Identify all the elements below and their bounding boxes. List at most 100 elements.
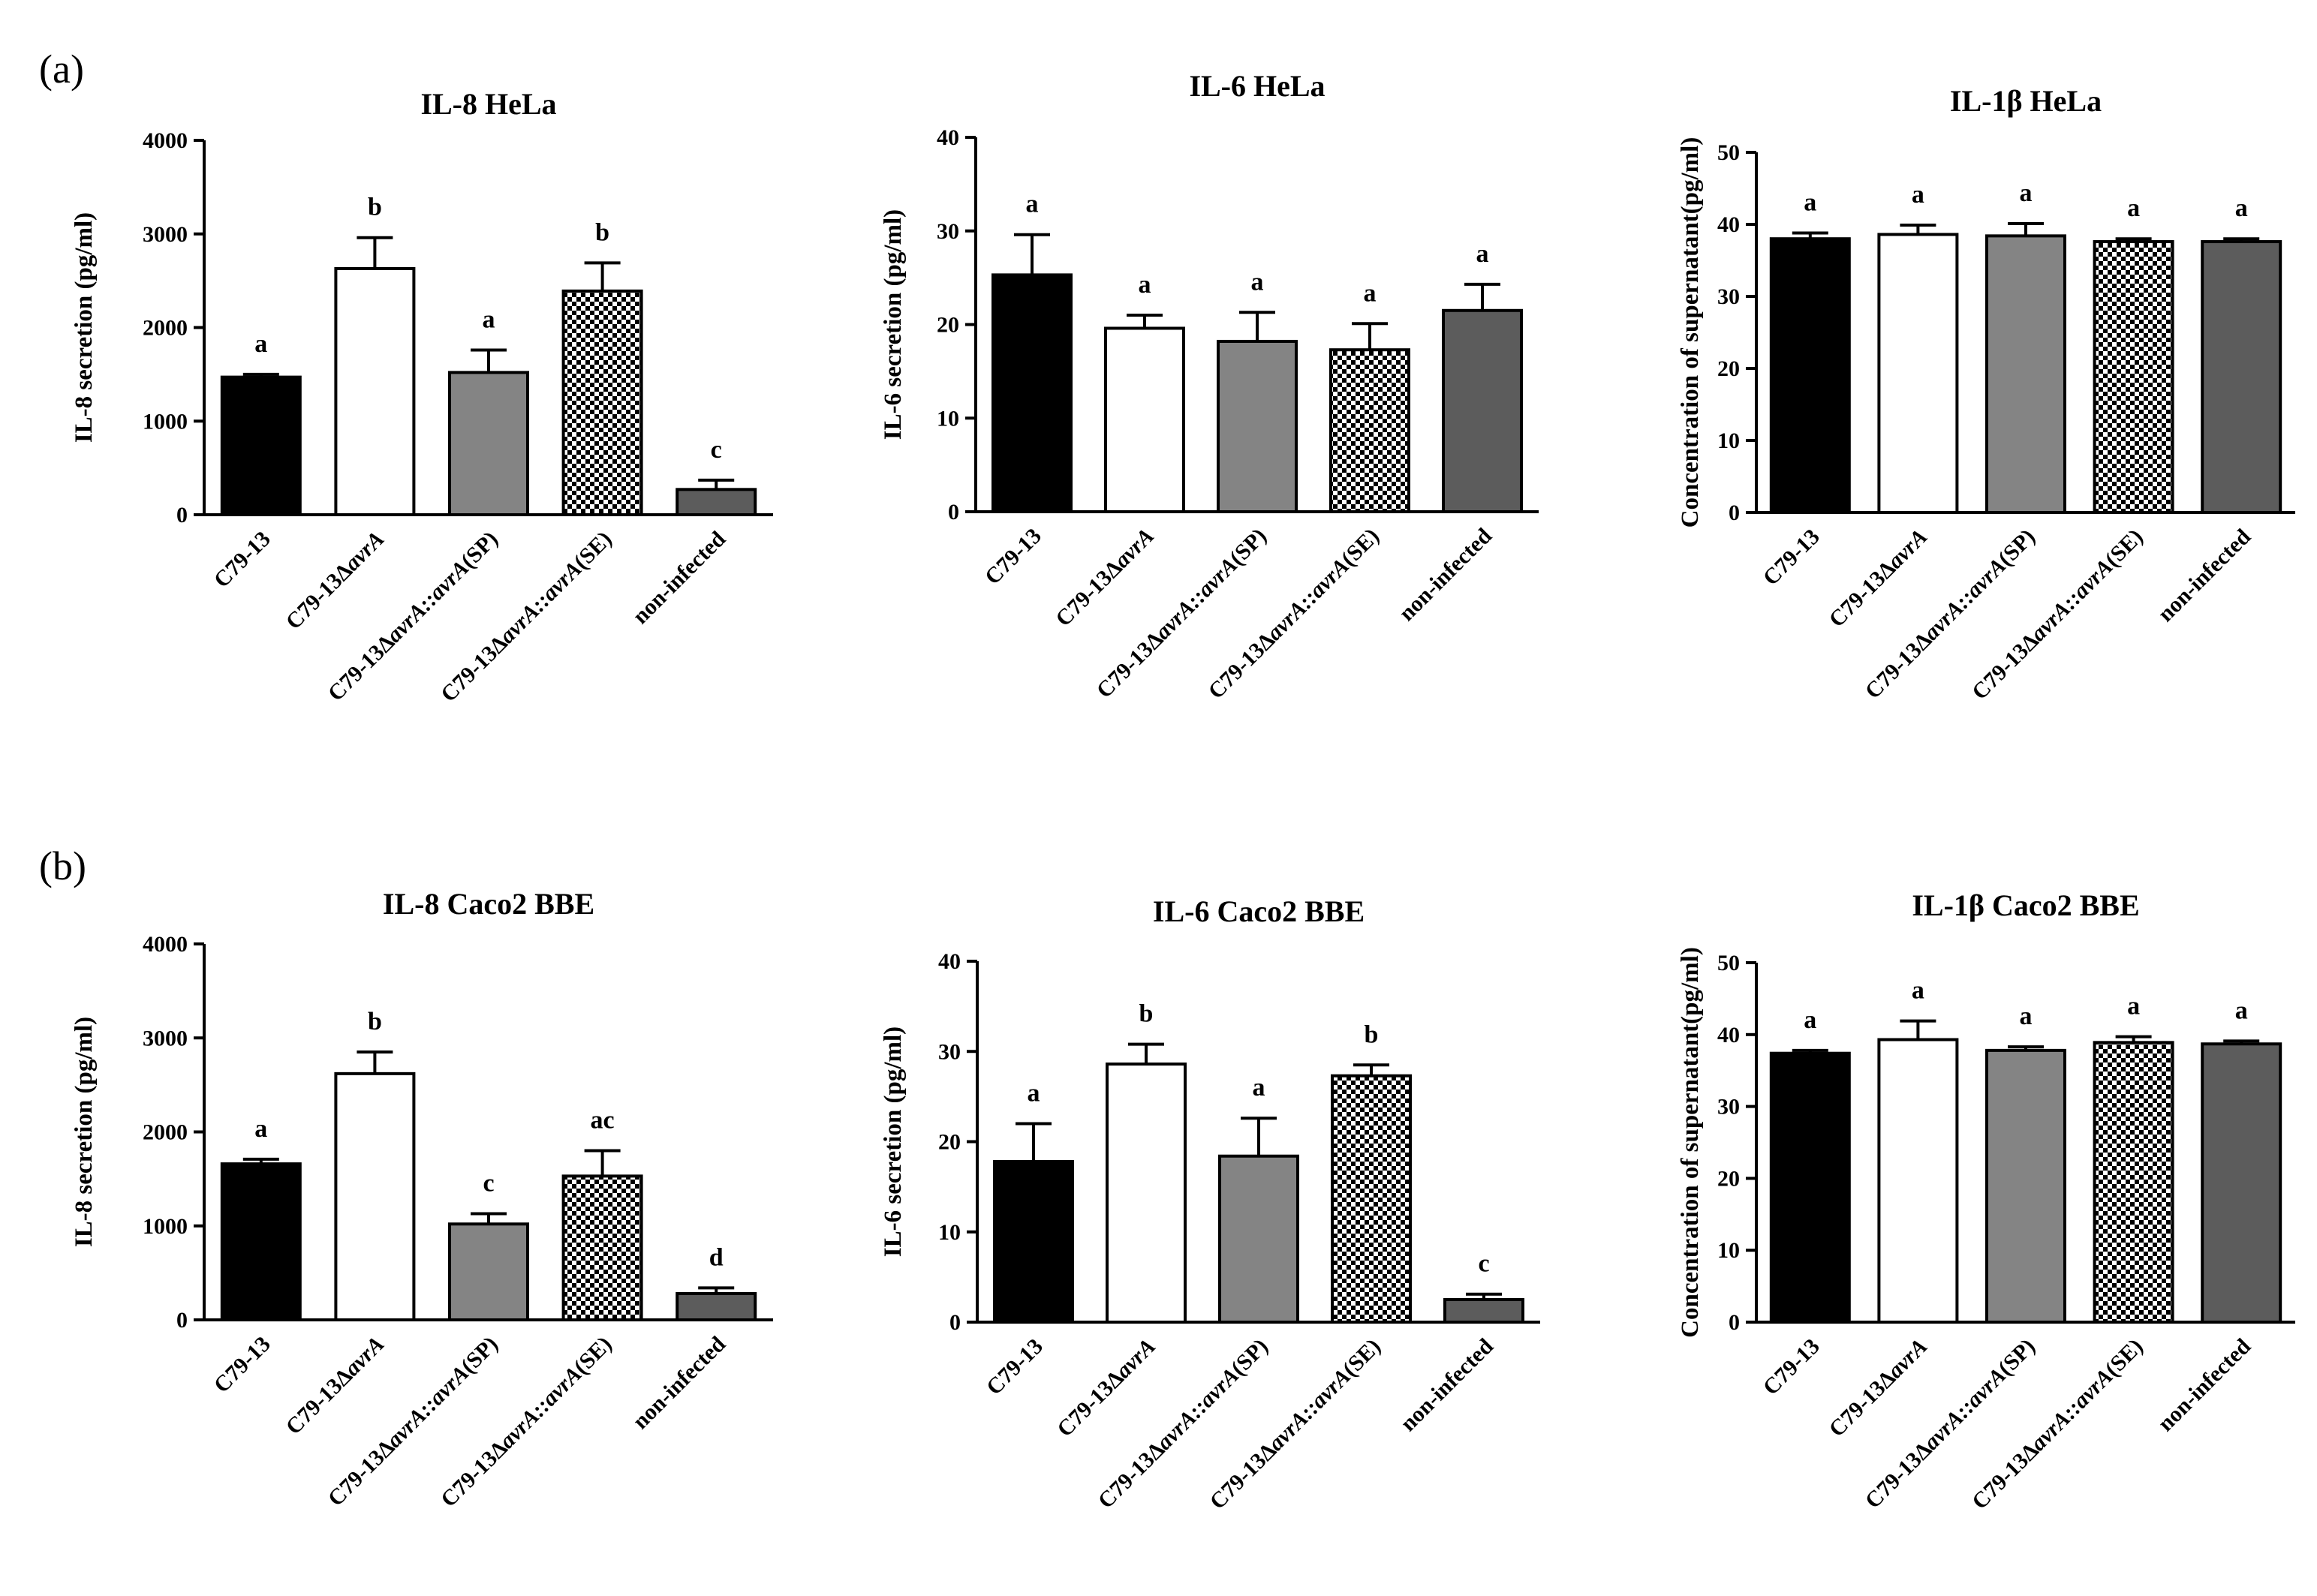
- category-label-part: C79-13Δ: [1052, 1366, 1129, 1442]
- bar-4: [561, 1174, 643, 1322]
- y-tick-label: 0: [1729, 1310, 1740, 1335]
- significance-letter-1: a: [1026, 191, 1039, 218]
- category-label-part: C79-13Δ: [1205, 1438, 1281, 1515]
- y-tick-label: 20: [1717, 356, 1740, 381]
- category-label-part: avrA::avrA: [1262, 554, 1354, 645]
- category-label-part: C79-13: [980, 524, 1046, 590]
- significance-letter-5: d: [709, 1243, 724, 1271]
- y-tick-label: 2000: [143, 316, 188, 341]
- significance-letter-3: c: [483, 1169, 494, 1197]
- y-tick-label: 20: [1717, 1166, 1740, 1191]
- y-tick-label: 10: [937, 406, 959, 431]
- y-tick-label: 30: [1717, 284, 1740, 309]
- category-label-part: non-infected: [628, 1331, 731, 1434]
- x-category-label-5: non-infected: [2153, 1333, 2256, 1436]
- x-category-label-1: C79-13: [209, 527, 275, 593]
- significance-letter-5: a: [2235, 194, 2248, 222]
- y-tick-label: 0: [948, 500, 959, 524]
- significance-letter-2: a: [1139, 271, 1151, 299]
- bar-4: [2093, 1041, 2174, 1324]
- y-tick-label: 50: [1717, 140, 1740, 165]
- panel-label-b: (b): [39, 843, 86, 888]
- x-category-label-2: C79-13ΔavrA: [281, 527, 389, 635]
- y-tick-label: 10: [1717, 1238, 1740, 1263]
- category-label-part: C79-13Δ: [1824, 1366, 1900, 1442]
- bar-2: [1877, 1038, 1959, 1324]
- chart-2: IL-6 HeLa IL-6 secretion (pg/ml) 0 10 20 30 40…: [880, 69, 1539, 704]
- x-category-label-5: non-infected: [1395, 1333, 1498, 1436]
- category-label-part: C79-13Δ: [281, 1363, 357, 1440]
- x-category-label-1: C79-13: [1759, 1334, 1825, 1400]
- y-tick-label: 4000: [143, 932, 188, 957]
- y-tick-label: 4000: [143, 128, 188, 153]
- y-tick-label: 20: [938, 1130, 961, 1155]
- bar-2: [334, 266, 416, 516]
- bar-1: [220, 375, 302, 516]
- significance-letter-2: b: [1139, 1000, 1154, 1028]
- significance-letter-5: c: [1478, 1250, 1489, 1278]
- bar-5: [676, 1291, 757, 1322]
- category-label-part: C79-13: [209, 527, 275, 593]
- significance-letter-1: a: [1804, 189, 1816, 217]
- y-tick-label: 30: [937, 219, 959, 244]
- y-tick-label: 10: [938, 1220, 961, 1245]
- bar-5: [676, 488, 757, 517]
- x-category-label-2: C79-13ΔavrA: [1824, 1334, 1932, 1442]
- y-axis-label: IL-6 secretion (pg/ml): [880, 209, 907, 440]
- bar-1: [991, 273, 1073, 513]
- bar-5: [2201, 240, 2282, 514]
- bar-1: [993, 1159, 1074, 1324]
- significance-letter-2: b: [368, 1008, 382, 1035]
- bar-5: [1443, 1297, 1524, 1324]
- category-label-part: avrA::avrA: [1152, 1363, 1244, 1455]
- chart-title: IL-1β HeLa: [1950, 84, 2102, 118]
- bar-2: [1877, 233, 1959, 514]
- y-tick-label: 50: [1717, 951, 1740, 975]
- significance-letter-5: a: [1476, 240, 1489, 268]
- y-axis-label: Concentration of supernatant(pg/ml): [1677, 947, 1704, 1338]
- category-label-part: avrA::avrA: [1919, 554, 2011, 645]
- bar-3: [1985, 234, 2066, 514]
- significance-letter-4: ac: [591, 1107, 615, 1135]
- bar-1: [1769, 1051, 1851, 1324]
- significance-letter-5: c: [711, 436, 722, 464]
- bar-4: [561, 289, 643, 516]
- significance-letter-1: a: [254, 330, 267, 358]
- significance-letter-4: b: [1365, 1020, 1379, 1048]
- significance-letter-4: a: [1364, 279, 1377, 307]
- bar-3: [1218, 1154, 1299, 1324]
- category-label-part: C79-13Δ: [1824, 556, 1900, 633]
- bar-4: [1329, 348, 1410, 513]
- y-tick-label: 0: [949, 1310, 961, 1335]
- x-category-label-2: C79-13ΔavrA: [281, 1332, 389, 1440]
- category-label-part: avrA::avrA: [382, 556, 474, 648]
- y-tick-label: 3000: [143, 1026, 188, 1050]
- category-label-part: non-infected: [1395, 1333, 1498, 1436]
- bar-3: [1217, 339, 1298, 513]
- category-label-part: C79-13Δ: [1861, 1437, 1937, 1513]
- chart-3: IL-1β HeLa Concentration of supernatant(p…: [1677, 84, 2295, 705]
- significance-letter-3: a: [1253, 1074, 1265, 1102]
- x-category-label-5: non-infected: [1394, 523, 1497, 626]
- y-axis-label: IL-8 secretion (pg/ml): [71, 1017, 98, 1247]
- y-tick-label: 3000: [143, 222, 188, 247]
- y-tick-label: 20: [937, 313, 959, 338]
- y-tick-label: 30: [938, 1039, 961, 1064]
- category-label-part: avrA::avrA: [1151, 553, 1242, 645]
- category-label-part: non-infected: [2153, 1333, 2256, 1436]
- chart-5: IL-6 Caco2 BBE IL-6 secretion (pg/ml) 0 10 2…: [880, 894, 1540, 1514]
- x-category-label-1: C79-13: [982, 1334, 1048, 1400]
- x-category-label-2: C79-13ΔavrA: [1052, 1334, 1160, 1442]
- y-tick-label: 0: [176, 503, 188, 527]
- bar-1: [1769, 237, 1851, 514]
- y-axis-label: IL-8 secretion (pg/ml): [71, 212, 98, 443]
- bar-1: [220, 1162, 302, 1321]
- y-tick-label: 10: [1717, 428, 1740, 453]
- significance-letter-1: a: [254, 1115, 267, 1143]
- chart-1: IL-8 HeLa IL-8 secretion (pg/ml) 0 1000 2000…: [71, 87, 773, 707]
- significance-letter-1: a: [1804, 1006, 1816, 1034]
- category-label-part: C79-13Δ: [281, 558, 357, 635]
- panel-label-a: (a): [39, 47, 84, 92]
- significance-letter-3: a: [2020, 179, 2033, 207]
